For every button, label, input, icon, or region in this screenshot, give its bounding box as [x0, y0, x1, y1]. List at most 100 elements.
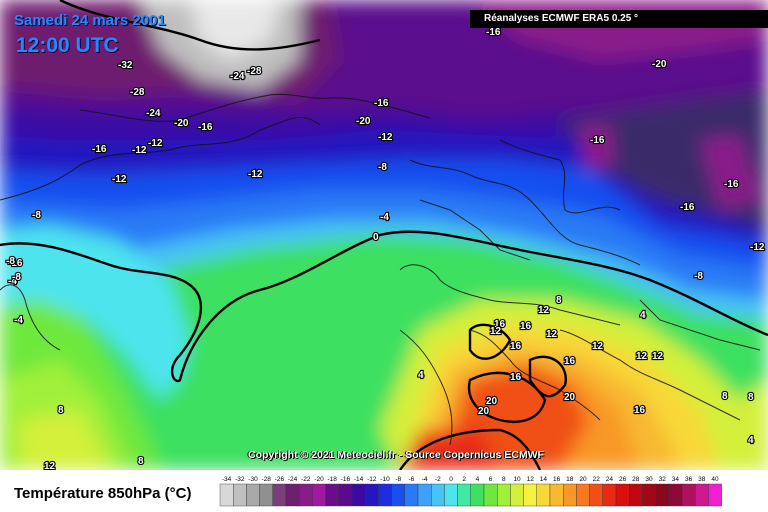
isotherm-label: 8: [138, 456, 144, 467]
legend-tick-label: -12: [367, 476, 377, 483]
legend-swatch: [444, 483, 458, 507]
legend-swatch: [549, 483, 564, 507]
legend-tick-label: -2: [435, 476, 441, 483]
isotherm-label: 20: [478, 406, 490, 417]
legend-swatch: [404, 483, 419, 507]
legend-swatch: [536, 483, 551, 507]
legend-swatch: [351, 483, 366, 507]
legend-swatch: [510, 483, 524, 507]
legend-tick-label: -6: [409, 476, 415, 483]
isotherm-label: 12: [490, 326, 502, 337]
isotherm-label: -16: [680, 202, 695, 213]
isotherm-label: -32: [118, 60, 133, 71]
legend-tick-label: -24: [288, 476, 298, 483]
temperature-map: -32 -28 -24 -28 -24 -20 -16 -16 -12 -12 …: [0, 0, 768, 470]
isotherm-label: 16: [510, 372, 522, 383]
legend-tick-label: 38: [698, 476, 706, 483]
legend-tick-label: 14: [540, 476, 548, 483]
legend-tick-label: 12: [527, 476, 535, 483]
isotherm-label: 12: [592, 341, 604, 352]
legend-tick-label: -34: [222, 476, 232, 483]
isotherm-label: 12: [44, 461, 56, 470]
legend-tick-label: -30: [248, 476, 258, 483]
legend-tick-label: 2: [462, 476, 466, 483]
isotherm-label: -16: [590, 135, 605, 146]
isotherm-label: -16: [374, 98, 389, 109]
legend-tick-label: -16: [341, 476, 351, 483]
legend-title: Température 850hPa (°C): [14, 485, 192, 502]
isotherm-label: 12: [636, 351, 648, 362]
map-date: Samedi 24 mars 2001: [14, 12, 166, 29]
isotherm-label: -12: [132, 145, 147, 156]
legend-swatch: [602, 483, 617, 507]
legend-swatch: [563, 483, 577, 507]
legend-tick-label: 22: [593, 476, 601, 483]
isotherm-label: -16: [8, 258, 23, 269]
legend-tick-label: 16: [553, 476, 561, 483]
legend-tick-label: 32: [659, 476, 667, 483]
isotherm-label: 12: [546, 329, 558, 340]
map-time: 12:00 UTC: [16, 34, 119, 57]
isotherm-label: -4: [8, 276, 17, 287]
legend-swatch: [497, 483, 511, 507]
legend-swatch: [233, 483, 247, 507]
isotherm-label: 8: [58, 405, 64, 416]
legend-swatch: [325, 483, 339, 507]
isotherm-label: -12: [112, 174, 127, 185]
isotherm-label: 20: [564, 392, 576, 403]
isotherm-label: -8: [694, 271, 703, 282]
isotherm-label: 16: [520, 321, 532, 332]
legend-swatch: [457, 483, 472, 507]
isotherm-label: -16: [486, 27, 501, 38]
legend-swatch: [246, 483, 260, 507]
legend-tick-label: 0: [449, 476, 453, 483]
legend-swatch: [219, 483, 234, 507]
legend-swatch: [470, 483, 485, 507]
legend-tick-label: -18: [327, 476, 337, 483]
isotherm-label: -12: [378, 132, 393, 143]
isotherm-label: -16: [724, 179, 739, 190]
legend-tick-label: -20: [314, 476, 324, 483]
isotherm-label: -24: [146, 108, 161, 119]
isotherm-label: -20: [652, 59, 667, 70]
isotherm-label: 20: [486, 396, 498, 407]
legend-tick-label: -8: [395, 476, 401, 483]
isotherm-label: 16: [510, 341, 522, 352]
color-legend: Température 850hPa (°C) -34 -32 -30 -28 -26-…: [0, 470, 768, 512]
legend-tick-label: 26: [619, 476, 627, 483]
isotherm-label: 4: [748, 435, 754, 446]
isotherm-label: -20: [356, 116, 371, 127]
legend-swatch: [589, 483, 604, 507]
isotherm-label: 16: [494, 319, 506, 330]
legend-tick-label: 10: [513, 476, 521, 483]
isotherm-label: 4: [418, 370, 424, 381]
legend-swatch: [523, 483, 538, 507]
legend-tick-label: 6: [489, 476, 493, 483]
isotherm-label: -12: [750, 242, 765, 253]
legend-swatch: [259, 483, 273, 507]
legend-swatch: [695, 483, 709, 507]
source-label: Réanalyses ECMWF ERA5 0.25 °: [470, 10, 768, 28]
isotherm-label: -4: [380, 212, 389, 223]
legend-swatch: [391, 483, 406, 507]
isotherm-label: 0: [373, 232, 379, 243]
isotherm-label: -4: [14, 315, 23, 326]
isotherm-label: -16: [92, 144, 107, 155]
legend-tick-label: -14: [354, 476, 364, 483]
legend-tick-label: 18: [566, 476, 574, 483]
legend-swatch: [708, 483, 722, 507]
isotherm-label: -8: [12, 272, 21, 283]
legend-tick-label: -22: [301, 476, 311, 483]
legend-swatch: [417, 483, 432, 507]
isotherm-label: 8: [748, 392, 754, 403]
legend-swatch: [629, 483, 643, 507]
legend-tick-label: 4: [476, 476, 480, 483]
legend-swatch: [312, 483, 326, 507]
isotherm-label: -12: [248, 169, 263, 180]
legend-tick-label: 28: [632, 476, 640, 483]
legend-tick-label: 24: [606, 476, 614, 483]
legend-swatch: [576, 483, 590, 507]
legend-tick-label: 20: [579, 476, 587, 483]
legend-swatch: [364, 483, 379, 507]
isotherm-label: -8: [6, 256, 15, 267]
